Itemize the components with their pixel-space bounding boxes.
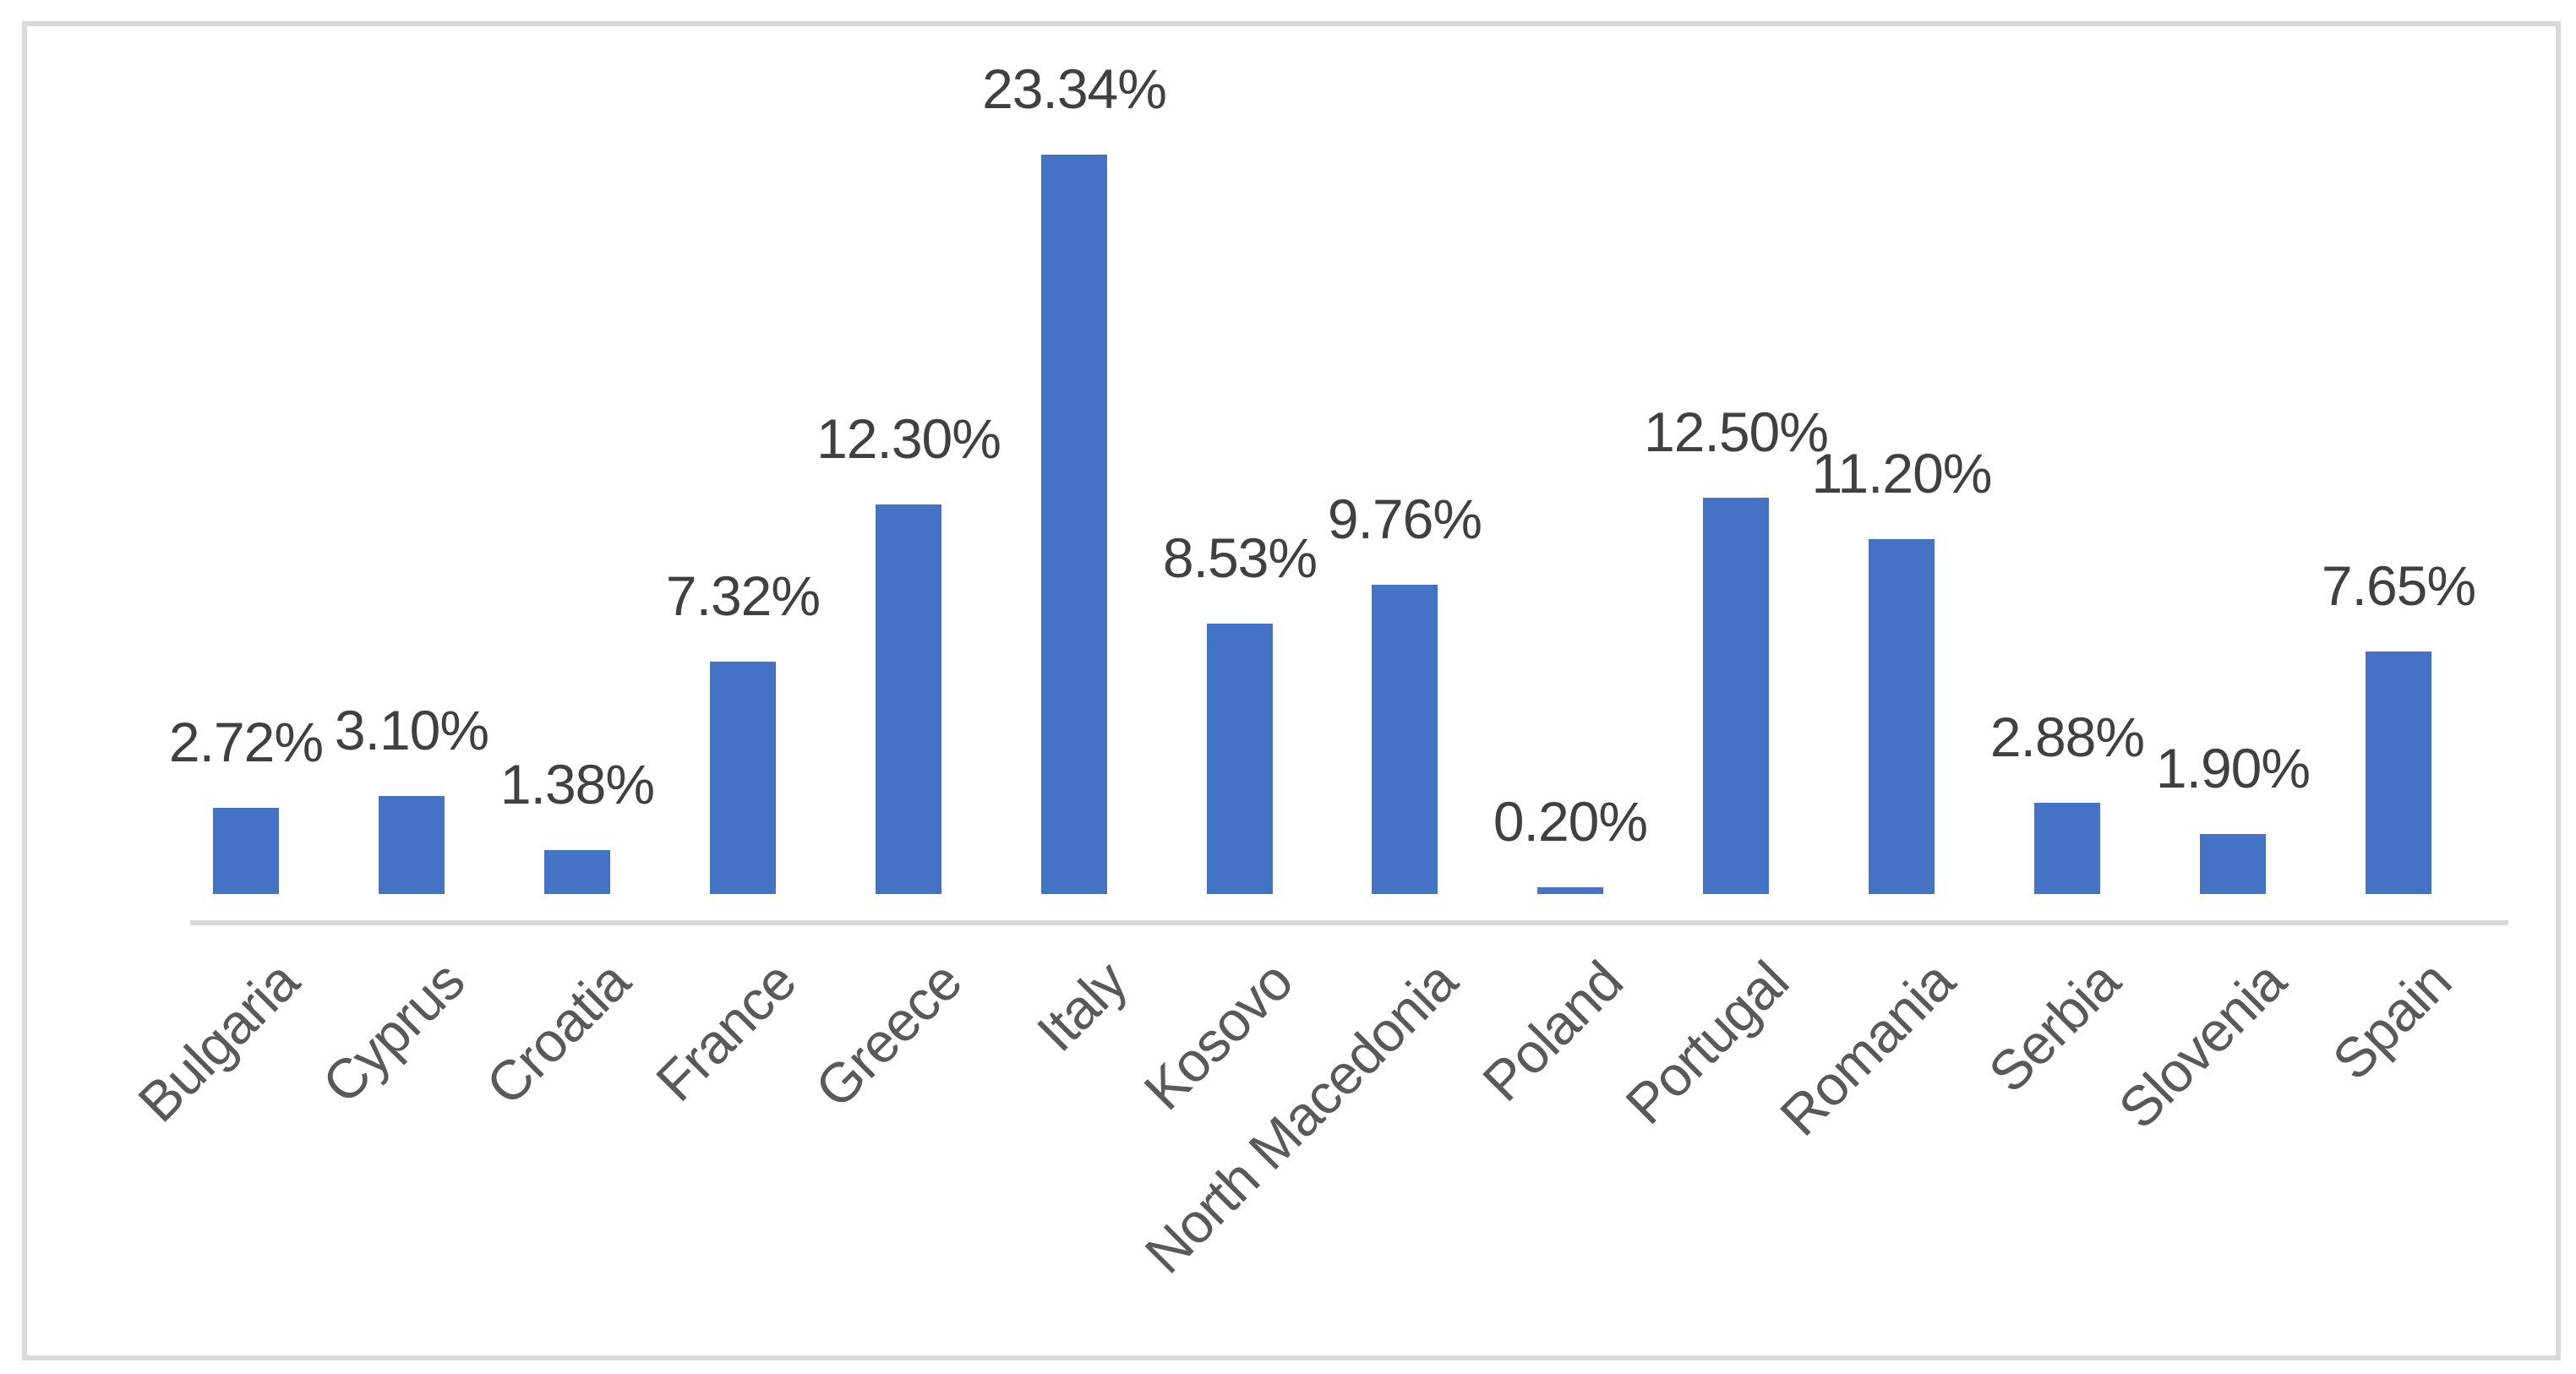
x-tick-label-spain: Spain [2320,949,2463,1092]
bar-cyprus [379,796,445,894]
data-label-cyprus: 3.10% [334,699,489,761]
data-label-croatia: 1.38% [499,753,655,815]
data-label-spain: 7.65% [2321,554,2476,617]
data-label-italy: 23.34% [982,57,1167,120]
chart-frame: 2.72% Bulgaria 3.10% Cyprus 1.38% Croatia 7.32… [22,21,2561,1360]
bar-serbia [2034,803,2100,894]
x-tick-label-france: France [643,949,807,1113]
x-tick-label-slovenia: Slovenia [2106,949,2297,1141]
bar-italy [1041,155,1107,894]
bar-france [710,662,776,894]
x-tick-label-serbia: Serbia [1976,949,2131,1104]
data-label-portugal: 12.50% [1644,401,1829,463]
x-tick-label-romania: Romania [1767,949,1966,1148]
data-label-kosovo: 8.53% [1162,526,1318,589]
data-label-romania: 11.20% [1811,442,1993,504]
bar-greece [876,504,941,894]
bar-slovenia [2200,834,2266,894]
bar-romania [1869,539,1935,894]
x-tick-label-bulgaria: Bulgaria [126,949,310,1134]
data-label-poland: 0.20% [1493,790,1648,853]
x-tick-label-north-macedonia: North Macedonia [1132,949,1469,1285]
data-label-north-macedonia: 9.76% [1327,488,1482,550]
data-label-serbia: 2.88% [1989,706,2145,768]
bar-kosovo [1207,624,1273,894]
bar-poland [1537,887,1603,894]
bar-north-macedonia [1372,585,1438,894]
x-tick-label-italy: Italy [1024,949,1138,1063]
x-axis-line [190,920,2508,925]
x-tick-label-cyprus: Cyprus [309,949,476,1115]
data-label-slovenia: 1.90% [2155,737,2311,799]
bar-portugal [1703,498,1769,894]
x-tick-label-croatia: Croatia [474,949,641,1117]
bar-spain [2366,652,2431,894]
x-tick-label-poland: Poland [1471,949,1635,1113]
data-label-france: 7.32% [665,564,821,627]
x-tick-label-greece: Greece [802,949,973,1120]
data-label-greece: 12.30% [816,407,1001,470]
data-label-bulgaria: 2.72% [168,711,324,773]
bar-croatia [544,850,610,894]
bar-bulgaria [213,808,279,894]
